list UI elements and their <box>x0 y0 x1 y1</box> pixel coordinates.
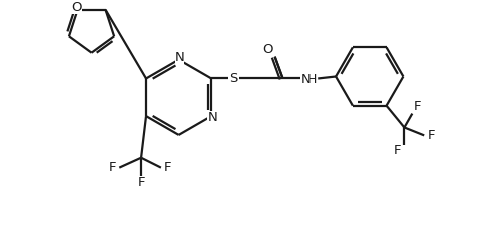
Text: O: O <box>263 43 273 56</box>
Text: H: H <box>308 73 317 86</box>
Text: N: N <box>300 73 310 86</box>
Text: N: N <box>175 51 185 64</box>
Text: N: N <box>207 111 217 124</box>
Text: F: F <box>137 176 145 189</box>
Text: F: F <box>427 129 435 142</box>
Text: S: S <box>229 72 237 85</box>
Text: F: F <box>164 161 171 174</box>
Text: F: F <box>414 100 421 113</box>
Text: F: F <box>393 144 401 157</box>
Text: O: O <box>72 1 82 14</box>
Text: F: F <box>109 161 116 174</box>
